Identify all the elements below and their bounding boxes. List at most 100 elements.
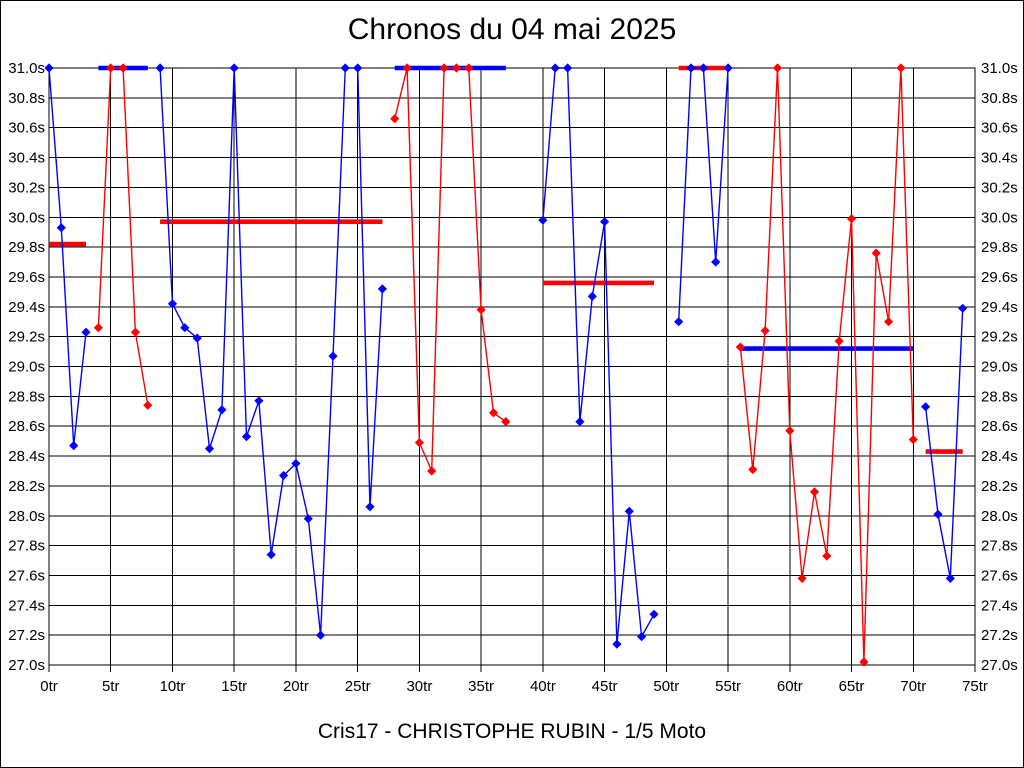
data-point — [402, 63, 412, 73]
data-point — [69, 441, 79, 451]
data-point — [279, 470, 289, 481]
data-point — [229, 63, 239, 73]
y-axis-label-left: 27.0s — [8, 657, 45, 674]
y-axis-label-right: 27.0s — [981, 657, 1018, 674]
data-point — [316, 630, 326, 640]
y-axis-label-right: 27.6s — [981, 567, 1018, 584]
y-axis-label-left: 30.2s — [8, 179, 45, 196]
data-point — [945, 573, 955, 583]
x-axis-label: 5tr — [102, 678, 120, 695]
y-axis-label-right: 29.8s — [981, 239, 1018, 256]
chart-title: Chronos du 04 mai 2025 — [347, 13, 677, 46]
y-axis-label-left: 28.8s — [8, 388, 45, 405]
y-axis-label-left: 29.0s — [8, 359, 45, 376]
y-axis-label-right: 28.8s — [981, 388, 1018, 405]
data-point — [390, 114, 400, 124]
data-point — [56, 223, 66, 233]
data-point — [44, 63, 54, 73]
y-axis-label-right: 28.6s — [981, 418, 1018, 435]
data-point — [698, 63, 708, 73]
data-point — [538, 215, 548, 225]
data-point — [563, 63, 573, 73]
x-axis-label: 20tr — [283, 678, 309, 695]
x-axis-label: 30tr — [406, 678, 432, 695]
data-point — [464, 63, 474, 73]
data-point — [192, 333, 202, 343]
y-axis-label-left: 31.0s — [8, 60, 45, 77]
y-axis-label-right: 27.4s — [981, 597, 1018, 614]
x-axis-label: 40tr — [530, 678, 556, 695]
y-axis-label-right: 28.0s — [981, 508, 1018, 525]
y-axis-label-right: 28.2s — [981, 478, 1018, 495]
data-point — [328, 351, 338, 361]
y-axis-label-left: 29.6s — [8, 269, 45, 286]
y-axis-label-right: 28.4s — [981, 448, 1018, 465]
y-axis-label-left: 27.6s — [8, 567, 45, 584]
data-point — [624, 506, 634, 516]
x-axis-label: 15tr — [221, 678, 247, 695]
x-axis-label: 70tr — [900, 678, 926, 695]
x-axis-label: 0tr — [40, 678, 58, 695]
stint-6-line — [678, 67, 729, 322]
stint-1-line — [48, 67, 87, 446]
data-point — [303, 514, 313, 524]
data-point — [772, 63, 783, 73]
data-point — [846, 214, 857, 224]
x-axis-label: 75tr — [962, 678, 988, 695]
data-point — [723, 63, 733, 73]
data-point — [476, 305, 486, 315]
data-point — [241, 432, 252, 442]
y-axis-label-left: 27.8s — [8, 538, 45, 555]
data-point — [711, 257, 721, 267]
x-axis-label: 10tr — [160, 678, 186, 695]
data-point — [884, 317, 894, 327]
data-point — [797, 573, 807, 583]
data-point — [266, 550, 276, 560]
y-axis-label-left: 28.4s — [8, 448, 45, 465]
data-point — [155, 63, 165, 73]
y-axis-label-left: 29.4s — [8, 299, 45, 316]
x-axis-label: 25tr — [345, 678, 371, 695]
stint-5-line — [542, 67, 655, 645]
data-point — [575, 417, 585, 427]
data-point — [93, 323, 103, 333]
y-axis-label-right: 30.2s — [981, 179, 1018, 196]
data-point — [451, 63, 461, 73]
data-point — [958, 303, 968, 313]
y-axis-label-left: 28.2s — [8, 478, 45, 495]
data-point — [365, 502, 375, 512]
data-point — [217, 405, 227, 415]
stint-8-line — [924, 308, 964, 579]
y-axis-label-left: 30.8s — [8, 90, 45, 107]
data-point — [871, 248, 881, 258]
data-point — [353, 63, 363, 73]
data-point — [488, 408, 499, 418]
y-axis-label-right: 29.4s — [981, 299, 1018, 316]
y-axis-label-left: 29.8s — [8, 239, 45, 256]
data-point — [81, 327, 91, 337]
data-point — [106, 63, 116, 73]
x-axis-label: 65tr — [839, 678, 865, 695]
y-axis-label-left: 30.0s — [8, 209, 45, 226]
y-axis-label-right: 31.0s — [981, 60, 1018, 77]
y-axis-label-right: 27.2s — [981, 627, 1018, 644]
y-axis-label-right: 30.4s — [981, 150, 1018, 167]
y-axis-label-right: 27.8s — [981, 538, 1018, 555]
y-axis-label-right: 30.6s — [981, 120, 1018, 137]
data-point — [600, 217, 610, 227]
data-point — [340, 63, 350, 73]
y-axis-label-left: 28.6s — [8, 418, 45, 435]
data-point — [612, 639, 622, 649]
data-point — [834, 336, 844, 346]
data-point — [143, 400, 153, 410]
data-point — [414, 438, 424, 448]
data-point — [921, 402, 931, 412]
y-axis-label-left: 28.0s — [8, 508, 45, 525]
y-axis-label-right: 30.0s — [981, 209, 1018, 226]
y-axis-label-left: 29.2s — [8, 329, 45, 346]
data-point — [649, 609, 659, 619]
data-point — [908, 435, 918, 445]
data-point — [760, 326, 770, 336]
data-point — [550, 63, 560, 73]
